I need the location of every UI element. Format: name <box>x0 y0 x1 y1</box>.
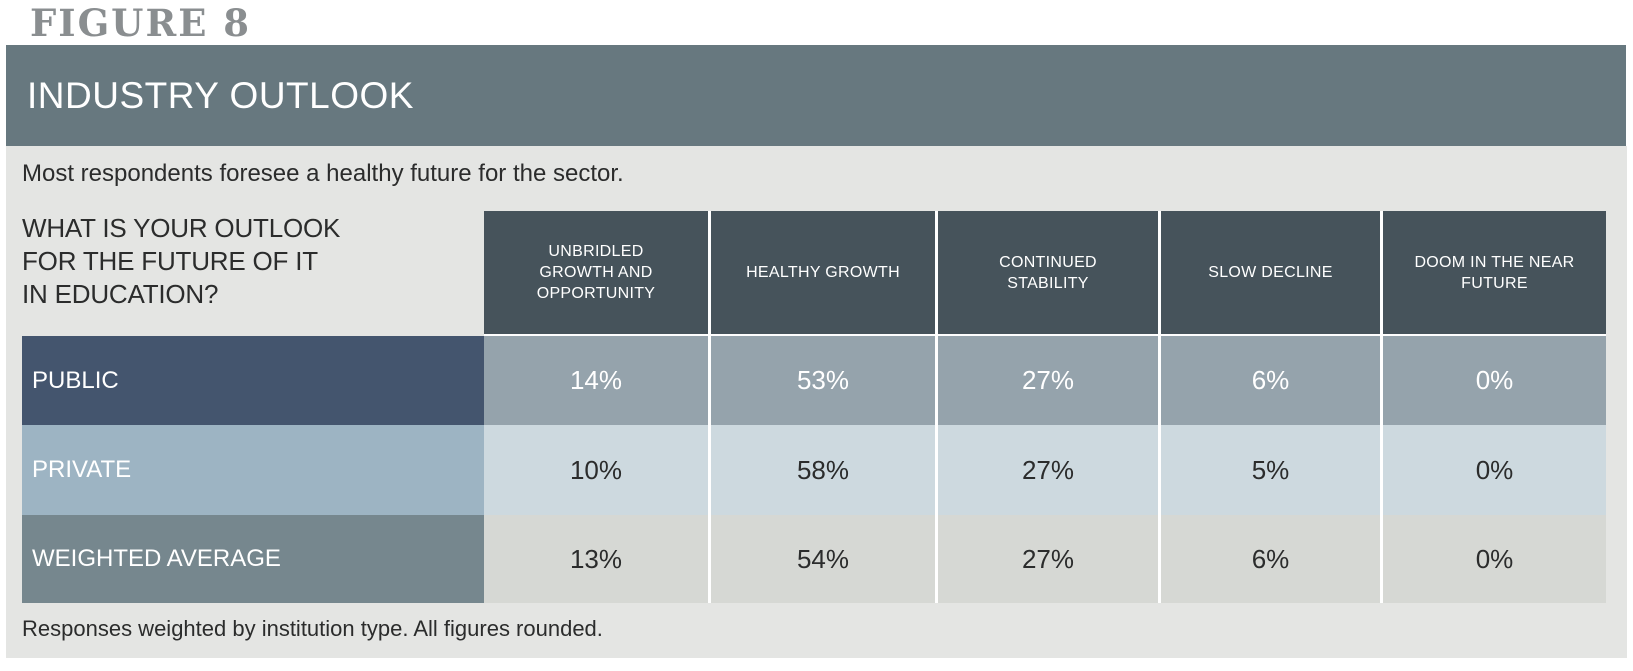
cell-public-doom-near-future: 0% <box>1380 336 1606 425</box>
survey-question: WHAT IS YOUR OUTLOOK FOR THE FUTURE OF I… <box>22 211 484 336</box>
section-title: INDUSTRY OUTLOOK <box>27 74 414 116</box>
survey-question-line: FOR THE FUTURE OF IT <box>22 246 318 276</box>
figure-label: FIGURE 8 <box>30 1 252 45</box>
cell-private-continued-stability: 27% <box>935 425 1158 515</box>
row-label-public: PUBLIC <box>22 336 484 425</box>
cell-weighted-slow-decline: 6% <box>1158 515 1380 603</box>
cell-weighted-healthy-growth: 54% <box>708 515 935 603</box>
survey-question-line: IN EDUCATION? <box>22 279 219 309</box>
cell-public-unbridled-growth: 14% <box>484 336 708 425</box>
cell-weighted-continued-stability: 27% <box>935 515 1158 603</box>
header-cell-doom-near-future: DOOM IN THE NEAR FUTURE <box>1380 211 1606 336</box>
survey-question-line: WHAT IS YOUR OUTLOOK <box>22 213 341 243</box>
content-panel: Most respondents foresee a healthy futur… <box>6 146 1627 658</box>
header-cell-slow-decline: SLOW DECLINE <box>1158 211 1380 336</box>
cell-public-healthy-growth: 53% <box>708 336 935 425</box>
intro-text: Most respondents foresee a healthy futur… <box>22 160 624 187</box>
row-label-private: PRIVATE <box>22 425 484 515</box>
outlook-table: WHAT IS YOUR OUTLOOK FOR THE FUTURE OF I… <box>22 211 1606 603</box>
header-cell-healthy-growth: HEALTHY GROWTH <box>708 211 935 336</box>
cell-private-slow-decline: 5% <box>1158 425 1380 515</box>
header-cell-continued-stability: CONTINUED STABILITY <box>935 211 1158 336</box>
row-label-weighted-average: WEIGHTED AVERAGE <box>22 515 484 603</box>
cell-private-healthy-growth: 58% <box>708 425 935 515</box>
title-band: INDUSTRY OUTLOOK <box>6 45 1626 146</box>
cell-public-slow-decline: 6% <box>1158 336 1380 425</box>
footnote-text: Responses weighted by institution type. … <box>22 616 603 641</box>
cell-weighted-doom-near-future: 0% <box>1380 515 1606 603</box>
cell-public-continued-stability: 27% <box>935 336 1158 425</box>
header-cell-unbridled-growth: UNBRIDLED GROWTH AND OPPORTUNITY <box>484 211 708 336</box>
cell-private-doom-near-future: 0% <box>1380 425 1606 515</box>
cell-private-unbridled-growth: 10% <box>484 425 708 515</box>
cell-weighted-unbridled-growth: 13% <box>484 515 708 603</box>
